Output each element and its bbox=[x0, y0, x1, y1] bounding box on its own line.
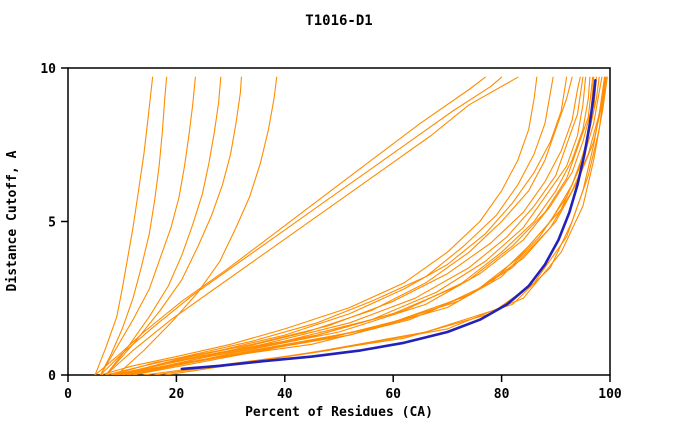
x-axis-label: Percent of Residues (CA) bbox=[245, 405, 433, 420]
y-tick-label: 0 bbox=[48, 369, 56, 384]
y-tick-label: 5 bbox=[48, 216, 56, 231]
model-curve bbox=[143, 76, 606, 375]
model-curve bbox=[99, 76, 538, 375]
y-axis-label: Distance Cutoff, A bbox=[5, 150, 20, 291]
model-curve bbox=[99, 76, 503, 375]
model-curve bbox=[105, 76, 554, 375]
model-curve bbox=[121, 76, 581, 375]
model-curve bbox=[121, 76, 603, 375]
model-curve bbox=[105, 76, 519, 375]
model-curve bbox=[105, 76, 222, 375]
model-curve bbox=[165, 76, 608, 375]
axis-ticks-layer: 0 20 40 60 80 100 0 5 10 bbox=[40, 62, 622, 402]
curves-layer bbox=[94, 76, 608, 375]
model-curve bbox=[94, 76, 154, 375]
model-curve bbox=[127, 76, 606, 375]
model-curve bbox=[127, 76, 594, 375]
x-tick-label: 0 bbox=[64, 387, 72, 402]
model-curve bbox=[110, 76, 584, 375]
x-tick-label: 80 bbox=[494, 387, 510, 402]
highlighted-model-curve bbox=[180, 79, 597, 371]
chart-title: T1016-D1 bbox=[305, 13, 372, 29]
x-tick-label: 40 bbox=[277, 387, 293, 402]
x-tick-label: 60 bbox=[385, 387, 401, 402]
model-curve bbox=[132, 76, 595, 375]
model-curve bbox=[110, 76, 568, 375]
model-curve bbox=[154, 76, 607, 375]
model-curve bbox=[105, 76, 242, 375]
model-curve bbox=[99, 76, 196, 375]
model-curve bbox=[116, 76, 587, 375]
y-tick-label: 10 bbox=[40, 62, 56, 77]
model-curve bbox=[116, 76, 600, 375]
model-curve bbox=[94, 76, 486, 375]
model-curve bbox=[99, 76, 168, 375]
model-curve bbox=[116, 76, 278, 375]
model-curve bbox=[110, 76, 597, 375]
x-tick-label: 20 bbox=[169, 387, 185, 402]
x-tick-label: 100 bbox=[598, 387, 622, 402]
